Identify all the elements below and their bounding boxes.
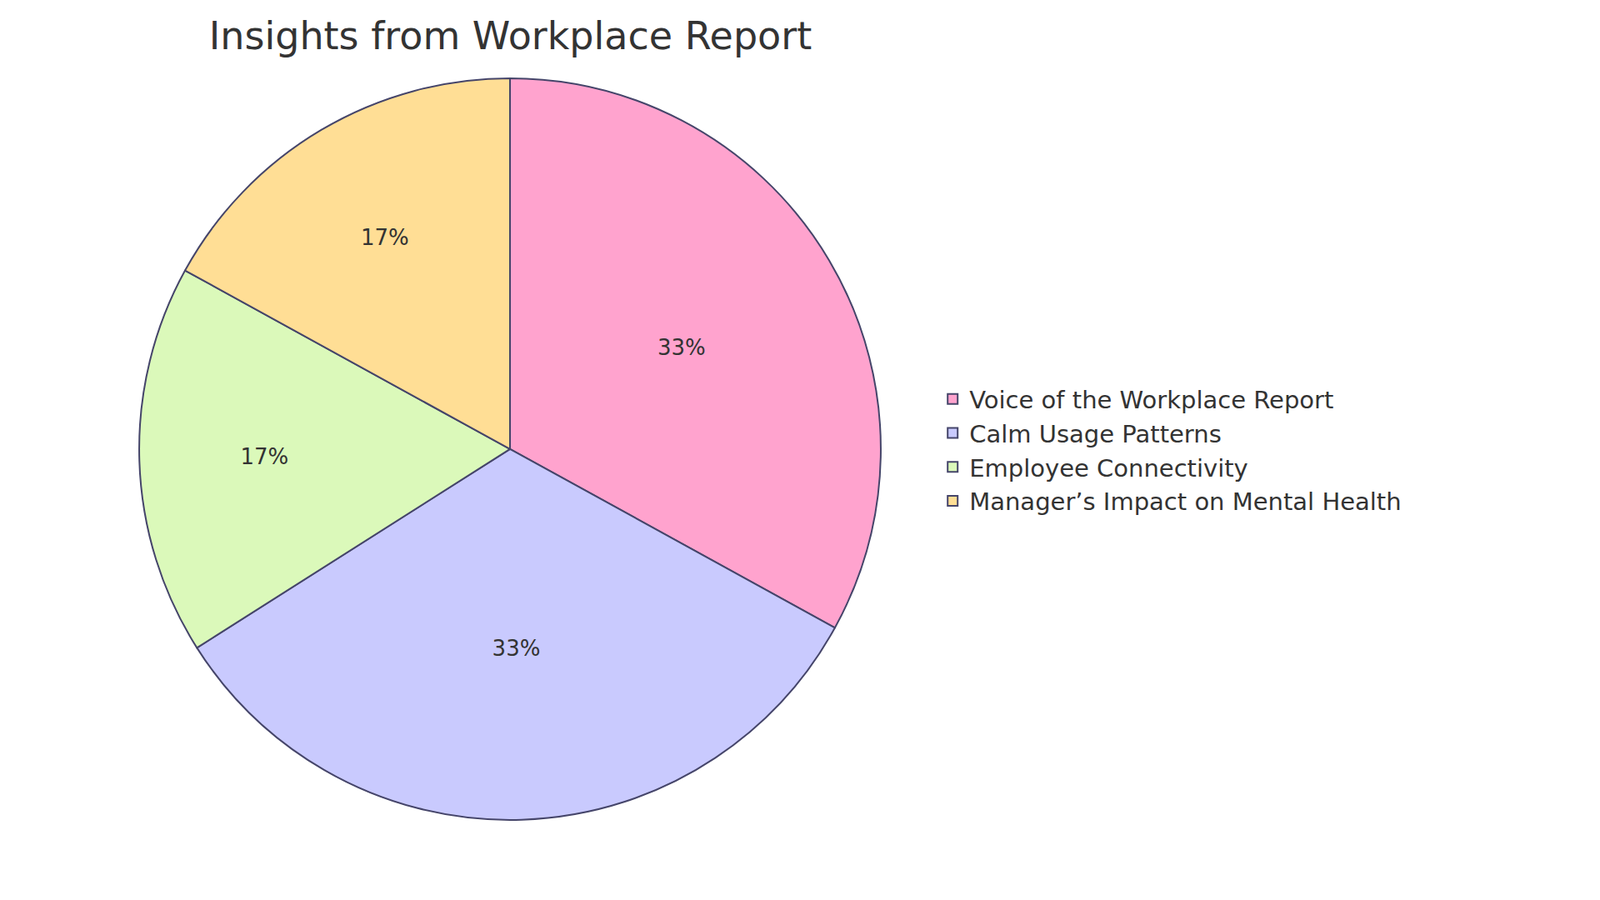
svg-text:Insights from Workplace Report: Insights from Workplace Report bbox=[209, 13, 812, 59]
svg-text:17%: 17% bbox=[360, 225, 410, 250]
svg-text:33%: 33% bbox=[657, 335, 706, 360]
svg-text:33%: 33% bbox=[492, 635, 541, 661]
svg-text:Employee Connectivity: Employee Connectivity bbox=[969, 454, 1249, 483]
svg-text:17%: 17% bbox=[240, 444, 289, 470]
svg-text:Calm Usage Patterns: Calm Usage Patterns bbox=[969, 420, 1222, 449]
svg-text:Voice of the Workplace Report: Voice of the Workplace Report bbox=[969, 385, 1334, 415]
svg-text:Manager’s Impact on Mental Hea: Manager’s Impact on Mental Health bbox=[969, 487, 1401, 516]
